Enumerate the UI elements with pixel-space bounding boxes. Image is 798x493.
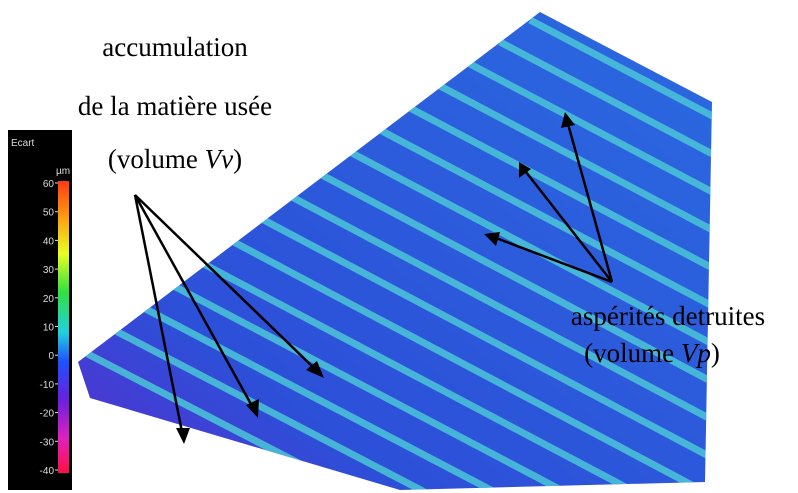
colorbar-tick-label: -20 bbox=[40, 409, 55, 420]
annotation-text: (volume Vv) bbox=[108, 144, 242, 174]
stripes bbox=[78, 16, 712, 490]
annotation-text: ) bbox=[711, 338, 720, 368]
colorbar-tick-label: -10 bbox=[40, 380, 55, 391]
colorbar-ticks: 60 50 40 30 20 10 0 -10 -20 -30 -40 bbox=[40, 179, 58, 477]
annotation-text: (volume Vp) bbox=[584, 338, 720, 368]
colorbar-tick-label: 0 bbox=[48, 351, 54, 362]
annotation-text: aspérités detruites bbox=[571, 301, 765, 331]
colorbar-tick-label: 10 bbox=[43, 323, 55, 334]
colorbar-gradient bbox=[58, 181, 69, 473]
annotation-text: ) bbox=[233, 144, 242, 174]
colorbar-tick-label: -40 bbox=[40, 466, 55, 477]
annotation-text: (volume bbox=[108, 144, 205, 174]
annotation-text: (volume bbox=[584, 338, 681, 368]
colorbar-title: Ecart bbox=[11, 138, 35, 149]
colorbar-tick-label: -30 bbox=[40, 437, 55, 448]
colorbar-tick-label: 50 bbox=[43, 208, 55, 219]
colorbar-unit: µm bbox=[56, 166, 70, 177]
arrows bbox=[133, 112, 614, 444]
annotation-symbol: Vp bbox=[681, 338, 711, 368]
colorbar-tick-label: 40 bbox=[43, 236, 55, 247]
annotation-text: de la matière usée bbox=[78, 91, 272, 121]
annotation-symbol: Vv bbox=[205, 144, 233, 174]
colorbar-tick-label: 60 bbox=[43, 179, 55, 190]
annotation-text: accumulation bbox=[102, 32, 248, 62]
colorbar: Ecart µm 60 50 40 30 20 10 0 -10 -20 -30 -40 bbox=[8, 130, 72, 490]
colorbar-tick-label: 30 bbox=[43, 265, 55, 276]
surface-map bbox=[78, 12, 712, 490]
colorbar-tick-label: 20 bbox=[43, 294, 55, 305]
